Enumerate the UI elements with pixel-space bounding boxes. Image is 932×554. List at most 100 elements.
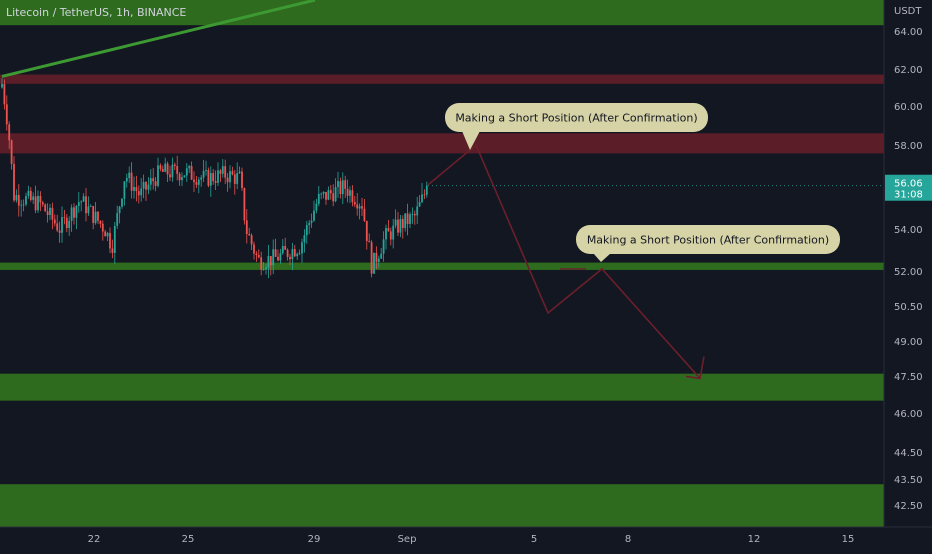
candle-body[interactable] xyxy=(99,220,102,224)
candle-body[interactable] xyxy=(277,256,279,261)
candle-body[interactable] xyxy=(217,170,219,183)
candle-body[interactable] xyxy=(145,181,147,190)
candle-body[interactable] xyxy=(101,223,104,232)
candle-body[interactable] xyxy=(149,178,152,185)
candle-body[interactable] xyxy=(361,206,363,209)
candle-body[interactable] xyxy=(123,181,126,199)
candle-body[interactable] xyxy=(416,206,419,216)
candle-body[interactable] xyxy=(97,211,99,221)
candle-body[interactable] xyxy=(111,248,114,253)
candle-body[interactable] xyxy=(421,194,423,203)
candle-body[interactable] xyxy=(202,170,205,178)
y-axis-panel[interactable] xyxy=(884,0,932,550)
candle-body[interactable] xyxy=(296,253,299,257)
candle-body[interactable] xyxy=(298,253,301,255)
candle-body[interactable] xyxy=(176,166,179,174)
candle-body[interactable] xyxy=(363,208,366,221)
candle-body[interactable] xyxy=(178,173,181,181)
candle-body[interactable] xyxy=(284,245,287,250)
candle-body[interactable] xyxy=(375,252,378,263)
candle-body[interactable] xyxy=(183,175,186,178)
candle-body[interactable] xyxy=(164,163,167,172)
candle-body[interactable] xyxy=(341,180,344,195)
candle-body[interactable] xyxy=(37,195,39,211)
candle-body[interactable] xyxy=(325,191,327,200)
candle-body[interactable] xyxy=(291,249,294,260)
candle-body[interactable] xyxy=(56,223,59,231)
candle-body[interactable] xyxy=(238,171,241,174)
candle-body[interactable] xyxy=(61,217,63,233)
candle-body[interactable] xyxy=(394,219,397,226)
candle-body[interactable] xyxy=(241,171,243,189)
candle-body[interactable] xyxy=(332,193,335,202)
candle-body[interactable] xyxy=(159,165,162,169)
candle-body[interactable] xyxy=(195,182,198,185)
candle-body[interactable] xyxy=(349,190,351,196)
candle-body[interactable] xyxy=(346,188,349,196)
candle-body[interactable] xyxy=(327,190,330,200)
candle-body[interactable] xyxy=(418,202,421,207)
candle-body[interactable] xyxy=(289,256,291,260)
candle-body[interactable] xyxy=(236,173,239,184)
candle-body[interactable] xyxy=(315,203,318,211)
candle-body[interactable] xyxy=(303,235,306,243)
candle-body[interactable] xyxy=(44,204,47,212)
candle-body[interactable] xyxy=(171,164,174,178)
candle-body[interactable] xyxy=(70,207,73,221)
candle-body[interactable] xyxy=(310,220,313,223)
candle-body[interactable] xyxy=(425,185,428,195)
candle-body[interactable] xyxy=(260,257,263,270)
candle-body[interactable] xyxy=(65,217,68,228)
candle-body[interactable] xyxy=(188,166,191,169)
candle-body[interactable] xyxy=(135,187,138,192)
candle-body[interactable] xyxy=(248,233,251,236)
candle-body[interactable] xyxy=(209,173,212,186)
candle-body[interactable] xyxy=(8,124,11,141)
candle-body[interactable] xyxy=(353,202,356,205)
candle-body[interactable] xyxy=(173,164,176,167)
candle-body[interactable] xyxy=(142,181,145,189)
candle-body[interactable] xyxy=(272,249,275,266)
candle-body[interactable] xyxy=(41,202,44,205)
candle-body[interactable] xyxy=(404,213,407,228)
candle-body[interactable] xyxy=(231,171,234,175)
x-axis-panel[interactable] xyxy=(0,527,932,550)
candle-body[interactable] xyxy=(387,228,390,232)
candle-body[interactable] xyxy=(32,196,35,200)
candle-body[interactable] xyxy=(317,193,320,204)
candle-body[interactable] xyxy=(255,253,258,255)
candle-body[interactable] xyxy=(212,173,215,182)
candle-body[interactable] xyxy=(406,213,409,225)
candle-body[interactable] xyxy=(358,206,361,209)
candle-body[interactable] xyxy=(313,210,315,221)
candle-body[interactable] xyxy=(22,204,25,206)
candle-body[interactable] xyxy=(133,187,135,191)
candle-body[interactable] xyxy=(392,225,395,240)
candle-body[interactable] xyxy=(221,166,224,174)
candle-body[interactable] xyxy=(128,172,131,179)
candle-body[interactable] xyxy=(269,255,272,266)
candle-body[interactable] xyxy=(89,206,92,207)
candle-body[interactable] xyxy=(157,165,159,186)
candle-body[interactable] xyxy=(137,191,140,196)
candle-body[interactable] xyxy=(116,213,119,226)
candle-body[interactable] xyxy=(140,188,143,196)
candle-body[interactable] xyxy=(82,196,85,202)
candle-body[interactable] xyxy=(161,168,164,172)
candle-body[interactable] xyxy=(104,231,107,237)
candle-body[interactable] xyxy=(339,181,342,195)
candle-body[interactable] xyxy=(73,207,75,218)
candle-body[interactable] xyxy=(423,194,426,196)
candle-body[interactable] xyxy=(229,171,231,183)
candle-body[interactable] xyxy=(80,201,83,203)
candle-body[interactable] xyxy=(29,190,32,200)
candle-body[interactable] xyxy=(305,225,308,236)
candle-body[interactable] xyxy=(329,190,332,194)
candle-body[interactable] xyxy=(85,196,87,214)
candle-body[interactable] xyxy=(399,218,402,233)
candle-body[interactable] xyxy=(92,206,95,224)
candle-body[interactable] xyxy=(63,217,66,219)
candle-body[interactable] xyxy=(46,211,49,216)
candle-body[interactable] xyxy=(10,140,13,164)
candle-body[interactable] xyxy=(382,239,385,254)
